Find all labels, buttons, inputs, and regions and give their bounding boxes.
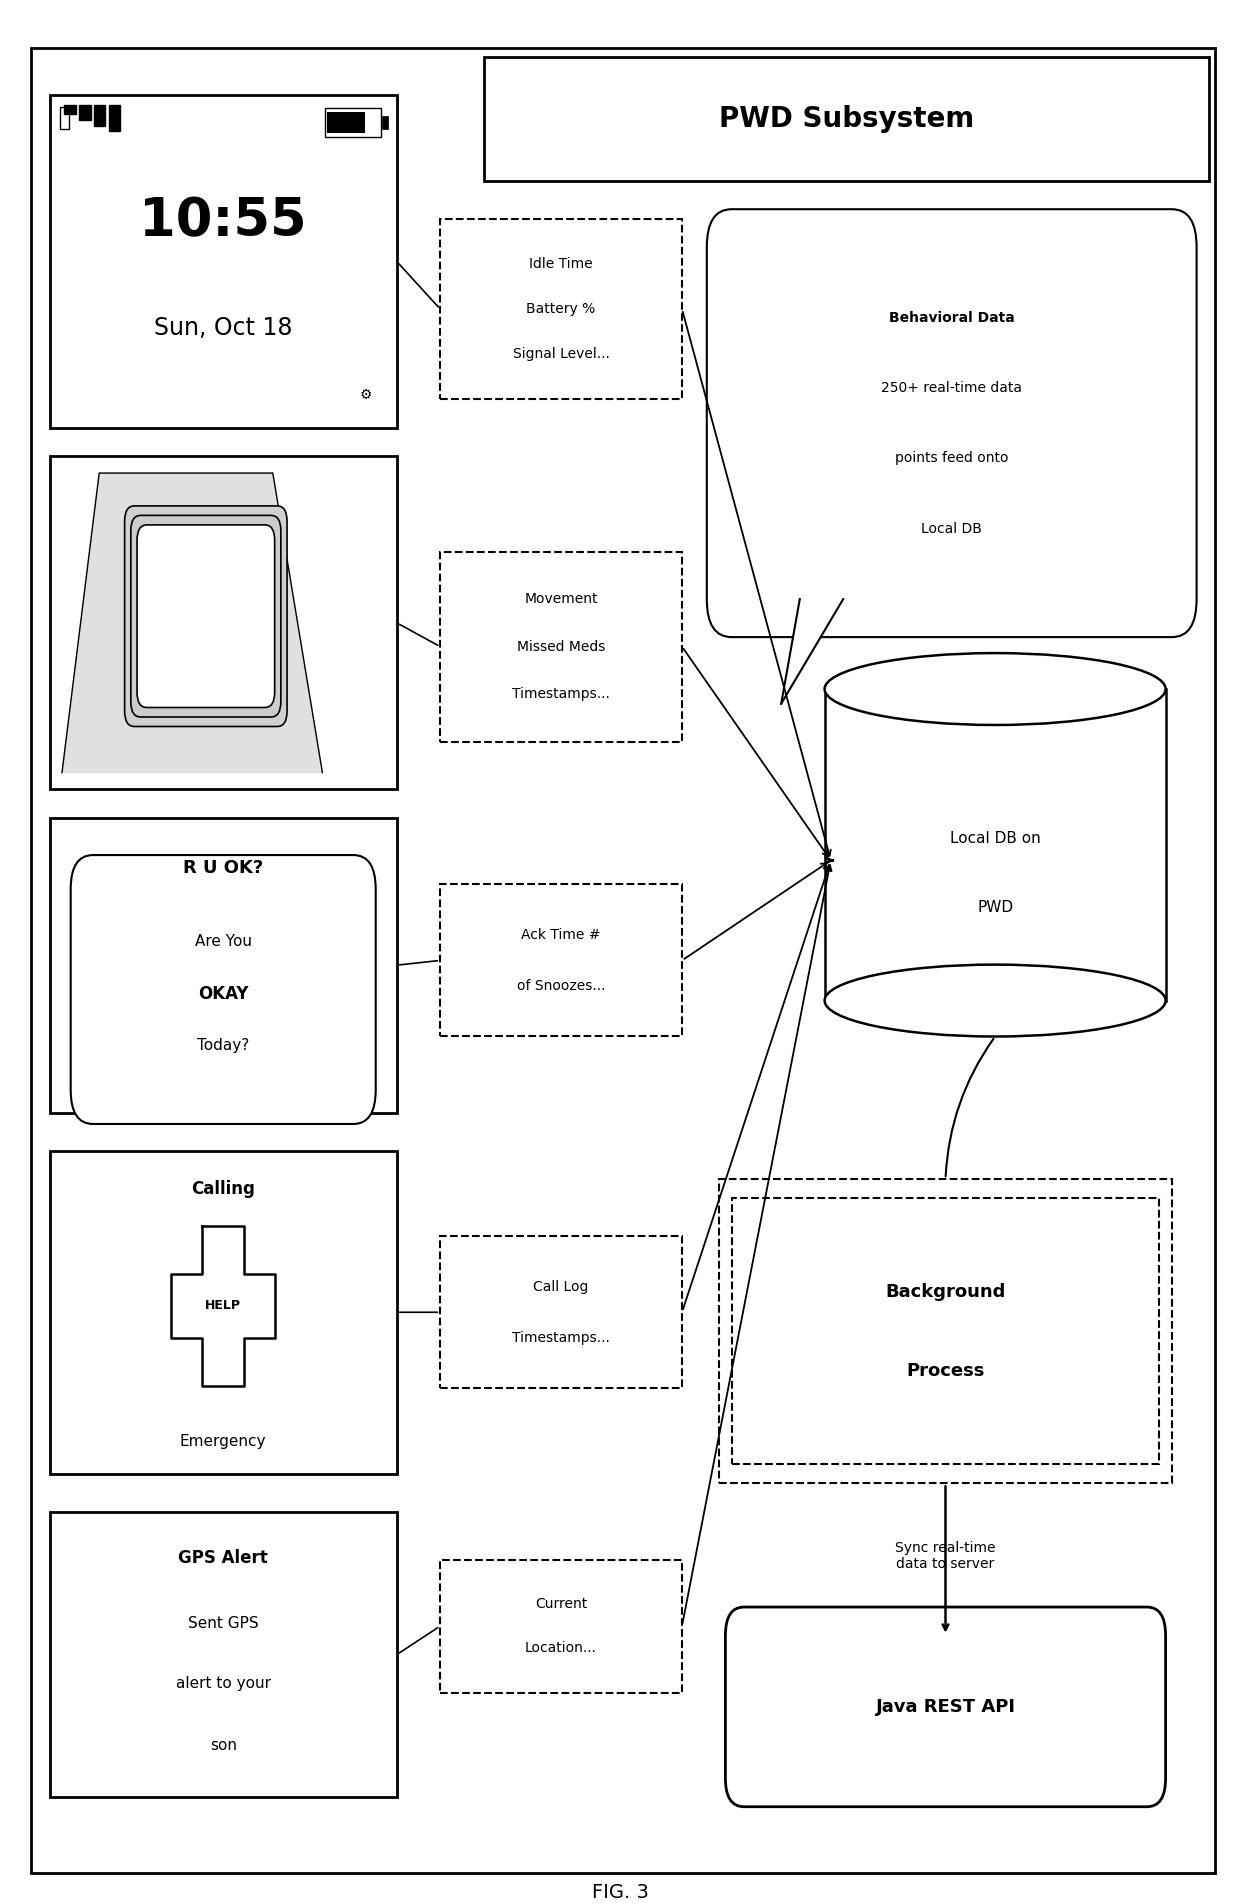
Text: Current: Current	[534, 1597, 588, 1611]
Text: of Snoozes...: of Snoozes...	[517, 979, 605, 992]
Polygon shape	[62, 472, 322, 773]
Text: Missed Meds: Missed Meds	[517, 640, 605, 653]
Text: Ack Time #: Ack Time #	[521, 927, 601, 942]
Text: alert to your: alert to your	[176, 1676, 270, 1691]
Text: Battery %: Battery %	[527, 303, 595, 316]
Text: HELP: HELP	[205, 1299, 242, 1312]
FancyBboxPatch shape	[131, 516, 281, 718]
Bar	[440, 1559, 682, 1693]
Text: points feed onto: points feed onto	[895, 451, 1008, 465]
Text: Call Log: Call Log	[533, 1279, 589, 1295]
Text: Process: Process	[906, 1361, 985, 1380]
Text: Take 2: Take 2	[195, 617, 217, 623]
Bar	[50, 819, 397, 1112]
Text: OKAY: OKAY	[198, 984, 248, 1003]
Text: 10:55: 10:55	[139, 196, 308, 248]
Bar	[265, 592, 278, 626]
Text: Are You: Are You	[195, 935, 252, 948]
Bar	[719, 1179, 1172, 1483]
FancyBboxPatch shape	[125, 506, 288, 727]
Text: Java REST API: Java REST API	[875, 1698, 1016, 1716]
Text: son: son	[210, 1738, 237, 1754]
Text: Timestamps...: Timestamps...	[512, 1331, 610, 1344]
Text: Background: Background	[885, 1283, 1006, 1300]
Text: Local DB: Local DB	[921, 522, 982, 535]
Text: Local DB on: Local DB on	[950, 830, 1040, 845]
Bar	[94, 105, 105, 126]
Polygon shape	[781, 600, 843, 704]
FancyBboxPatch shape	[138, 526, 275, 708]
Bar	[50, 95, 397, 428]
Text: Emergency: Emergency	[180, 1434, 267, 1449]
Bar	[327, 112, 365, 133]
Text: Calling: Calling	[191, 1180, 255, 1198]
Text: R U OK?: R U OK?	[184, 859, 263, 878]
FancyBboxPatch shape	[71, 855, 376, 1123]
Text: Sync real-time
data to server: Sync real-time data to server	[895, 1540, 996, 1571]
Bar	[109, 105, 120, 131]
Text: Signal Level...: Signal Level...	[512, 347, 610, 362]
FancyBboxPatch shape	[725, 1607, 1166, 1807]
Bar	[382, 116, 388, 129]
Bar	[50, 1150, 397, 1474]
Ellipse shape	[825, 653, 1166, 725]
Text: Amanda: Amanda	[191, 556, 221, 562]
Bar	[325, 109, 381, 137]
Text: FIG. 3: FIG. 3	[591, 1883, 649, 1902]
Text: GPS Alert: GPS Alert	[179, 1548, 268, 1567]
Ellipse shape	[825, 965, 1166, 1036]
Text: Location...: Location...	[525, 1641, 598, 1655]
Bar	[440, 1236, 682, 1388]
FancyBboxPatch shape	[707, 209, 1197, 638]
Bar	[79, 105, 91, 120]
Bar	[60, 107, 69, 129]
Text: PWD: PWD	[977, 899, 1013, 914]
Text: Today?: Today?	[197, 1038, 249, 1053]
Bar	[440, 883, 682, 1036]
Text: Sent GPS: Sent GPS	[188, 1616, 258, 1630]
Text: ⚙: ⚙	[360, 388, 372, 402]
Text: Idle Time: Idle Time	[529, 257, 593, 270]
Bar	[50, 457, 397, 790]
Polygon shape	[171, 1226, 275, 1386]
Text: Behavioral Data: Behavioral Data	[889, 310, 1014, 324]
Text: Sun, Oct 18: Sun, Oct 18	[154, 316, 293, 341]
Bar	[64, 105, 76, 114]
Text: Movement: Movement	[525, 592, 598, 605]
Bar	[825, 689, 1166, 1002]
Text: mg..: mg..	[198, 586, 213, 592]
Bar	[484, 57, 1209, 181]
Bar	[50, 1512, 397, 1797]
Bar	[440, 552, 682, 743]
Bar	[732, 1198, 1159, 1464]
Text: 250+ real-time data: 250+ real-time data	[882, 381, 1022, 394]
Bar	[440, 219, 682, 400]
Text: Timestamps...: Timestamps...	[512, 687, 610, 701]
Text: PWD Subsystem: PWD Subsystem	[719, 105, 973, 133]
